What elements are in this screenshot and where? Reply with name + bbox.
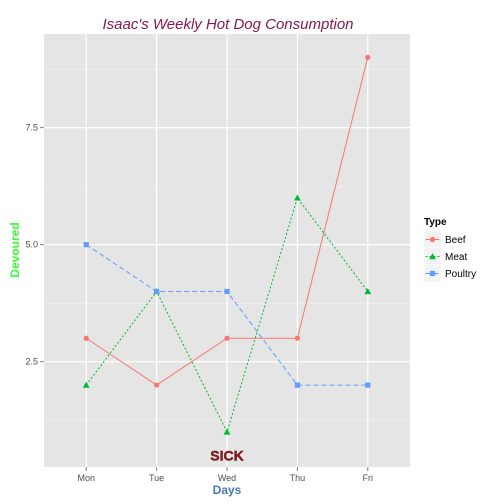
data-point-meat — [82, 381, 90, 388]
data-point-meat — [293, 194, 301, 201]
y-axis-ticks: 2.5 5.0 7.5 — [25, 123, 44, 367]
annotation-sick: SICK — [210, 447, 243, 463]
x-axis-title: Days — [213, 483, 242, 497]
data-point-beef — [224, 335, 230, 341]
data-point-beef — [294, 335, 300, 341]
x-tick-label: Wed — [218, 473, 236, 483]
x-tick-label: Fri — [363, 473, 374, 483]
data-point-beef — [154, 382, 160, 388]
data-point-meat — [364, 288, 372, 295]
y-tick-label: 2.5 — [25, 357, 38, 367]
legend-key-marker — [429, 270, 436, 277]
series-poultry — [83, 242, 371, 388]
x-tick-label: Thu — [290, 473, 306, 483]
legend-item-beef: Beef — [423, 230, 466, 249]
major-gridlines — [44, 34, 410, 467]
data-point-poultry — [224, 288, 230, 295]
series-beef — [83, 54, 371, 388]
y-tick-label: 7.5 — [25, 123, 38, 133]
y-tick-label: 5.0 — [25, 240, 38, 250]
data-point-poultry — [154, 288, 160, 295]
legend-key-marker — [429, 253, 436, 260]
legend-key-marker — [429, 236, 436, 243]
chart-title: Isaac's Weekly Hot Dog Consumption — [102, 16, 353, 33]
y-axis-title: Devoured — [8, 222, 22, 277]
series-line-meat — [85, 196, 369, 434]
x-axis-ticks: Mon Tue Wed Thu Fri — [77, 467, 373, 483]
legend-label-poultry: Poultry — [445, 269, 476, 280]
legend-item-meat: Meat — [423, 247, 467, 266]
data-point-poultry — [294, 382, 300, 388]
x-tick-label: Tue — [149, 473, 164, 483]
x-tick-label: Mon — [77, 473, 95, 483]
data-point-poultry — [83, 242, 89, 248]
legend-item-poultry: Poultry — [423, 264, 476, 283]
legend: Type Beef Meat Poultry — [423, 217, 476, 283]
data-point-beef — [365, 54, 371, 61]
legend-title: Type — [424, 217, 447, 228]
data-point-poultry — [365, 382, 371, 388]
legend-label-meat: Meat — [445, 252, 467, 263]
data-point-meat — [223, 428, 231, 435]
legend-label-beef: Beef — [445, 235, 466, 246]
data-point-beef — [83, 335, 89, 341]
series-layer — [82, 54, 372, 435]
